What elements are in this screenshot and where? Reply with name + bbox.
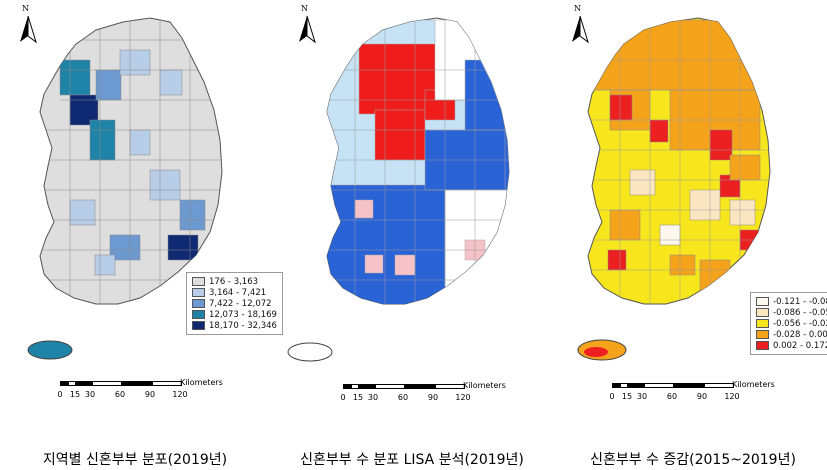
legend-item: 176 - 3,163 bbox=[192, 276, 277, 287]
legend-item: 3,164 - 7,421 bbox=[192, 287, 277, 298]
scale-tick: 30 bbox=[367, 393, 379, 402]
scale-bar-segment bbox=[122, 381, 152, 386]
korea-map-change bbox=[577, 17, 771, 361]
scale-tick: 60 bbox=[114, 390, 126, 399]
scale-tick: 0 bbox=[609, 392, 615, 401]
legend-item: 18,170 - 32,346 bbox=[192, 320, 277, 331]
scale-bar-segment bbox=[92, 381, 122, 386]
north-arrow: N bbox=[570, 4, 590, 44]
legend-swatch bbox=[192, 310, 205, 319]
scale-bar: Kilometers 0 15 30 60 90 120 bbox=[609, 380, 822, 411]
legend-swatch bbox=[192, 288, 205, 297]
scale-tick: 60 bbox=[397, 393, 409, 402]
scale-tick: 120 bbox=[724, 392, 740, 401]
map-panel-distribution: N 176 - 3,163 bbox=[0, 0, 283, 470]
legend-item: 12,073 - 18,169 bbox=[192, 309, 277, 320]
legend-swatch bbox=[756, 319, 769, 328]
scale-bar-segment bbox=[152, 381, 182, 386]
scale-bar: Kilometers 0 15 30 60 90 120 bbox=[57, 378, 270, 409]
korea-map-distribution bbox=[27, 17, 223, 360]
map-caption: 신혼부부 수 분포 LISA 분석(2019년) bbox=[300, 452, 524, 468]
scale-unit: Kilometers bbox=[463, 381, 506, 390]
scale-bar-segment bbox=[76, 381, 92, 386]
north-arrow: N bbox=[297, 4, 317, 44]
legend-label: 18,170 - 32,346 bbox=[209, 320, 277, 331]
legend-swatch bbox=[756, 341, 769, 350]
legend-label: -0.086 - -0.057 bbox=[773, 307, 827, 318]
legend-swatch bbox=[192, 277, 205, 286]
north-letter: N bbox=[22, 4, 29, 13]
scale-tick: 30 bbox=[84, 390, 96, 399]
scale-unit: Kilometers bbox=[732, 380, 775, 389]
north-letter: N bbox=[574, 4, 581, 13]
scale-tick: 90 bbox=[144, 390, 156, 399]
scale-bar-segment bbox=[343, 384, 351, 389]
legend-label: 3,164 - 7,421 bbox=[209, 287, 267, 298]
legend-label: -0.121 - -0.087 bbox=[773, 296, 827, 307]
scale-unit: Kilometers bbox=[180, 378, 223, 387]
jeju-island bbox=[27, 340, 73, 360]
map-panel-lisa: N bbox=[275, 0, 550, 470]
legend-swatch bbox=[756, 330, 769, 339]
scale-tick: 120 bbox=[455, 393, 471, 402]
legend-swatch bbox=[192, 321, 205, 330]
scale-bar: Kilometers 0 15 30 60 90 120 bbox=[340, 381, 553, 412]
korea-map-lisa bbox=[287, 17, 510, 362]
scale-bar-segment bbox=[60, 381, 68, 386]
north-arrow-icon bbox=[299, 15, 316, 44]
scale-bar-segment bbox=[704, 383, 734, 388]
legend-swatch bbox=[756, 297, 769, 306]
map-panel-change: N bbox=[550, 0, 827, 470]
north-arrow-icon bbox=[572, 15, 589, 44]
scale-tick: 120 bbox=[172, 390, 188, 399]
scale-bar-segment bbox=[628, 383, 644, 388]
legend-item: 0.002 - 0.172 bbox=[756, 340, 827, 351]
jeju-island bbox=[287, 342, 333, 362]
scale-tick: 90 bbox=[427, 393, 439, 402]
legend-swatch bbox=[192, 299, 205, 308]
scale-bar-segment bbox=[405, 384, 435, 389]
scale-tick: 0 bbox=[57, 390, 63, 399]
scale-tick: 15 bbox=[621, 392, 633, 401]
legend-item: -0.121 - -0.087 bbox=[756, 296, 827, 307]
scale-tick: 30 bbox=[636, 392, 648, 401]
legend: 176 - 3,163 3,164 - 7,421 7,422 - 12,072… bbox=[186, 272, 283, 335]
legend-item: -0.086 - -0.057 bbox=[756, 307, 827, 318]
legend-label: 12,073 - 18,169 bbox=[209, 309, 277, 320]
scale-tick: 15 bbox=[352, 393, 364, 402]
scale-bar-segment bbox=[674, 383, 704, 388]
north-arrow-icon bbox=[20, 15, 37, 44]
scale-tick: 0 bbox=[340, 393, 346, 402]
legend-label: -0.056 - -0.029 bbox=[773, 318, 827, 329]
scale-bar-segment bbox=[359, 384, 375, 389]
scale-bar-segment bbox=[435, 384, 465, 389]
legend-label: -0.028 - 0.001 bbox=[773, 329, 827, 340]
legend-item: 7,422 - 12,072 bbox=[192, 298, 277, 309]
legend-label: 0.002 - 0.172 bbox=[773, 340, 827, 351]
legend-item: -0.056 - -0.029 bbox=[756, 318, 827, 329]
legend-label: 7,422 - 12,072 bbox=[209, 298, 272, 309]
legend-swatch bbox=[756, 308, 769, 317]
scale-bar-segment bbox=[620, 383, 628, 388]
legend-label: 176 - 3,163 bbox=[209, 276, 259, 287]
scale-bar-segment bbox=[68, 381, 76, 386]
legend: -0.121 - -0.087 -0.086 - -0.057 -0.056 -… bbox=[750, 292, 827, 355]
scale-bar-segment bbox=[612, 383, 620, 388]
scale-tick: 15 bbox=[69, 390, 81, 399]
scale-bar-segment bbox=[375, 384, 405, 389]
north-arrow: N bbox=[18, 4, 38, 44]
north-letter: N bbox=[301, 4, 308, 13]
legend-item: -0.028 - 0.001 bbox=[756, 329, 827, 340]
scale-bar-segment bbox=[644, 383, 674, 388]
scale-tick: 60 bbox=[666, 392, 678, 401]
scale-tick: 90 bbox=[696, 392, 708, 401]
map-caption: 신혼부부 수 증감(2015~2019년) bbox=[590, 452, 796, 468]
scale-bar-segment bbox=[351, 384, 359, 389]
map-caption: 지역별 신혼부부 분포(2019년) bbox=[42, 452, 228, 468]
